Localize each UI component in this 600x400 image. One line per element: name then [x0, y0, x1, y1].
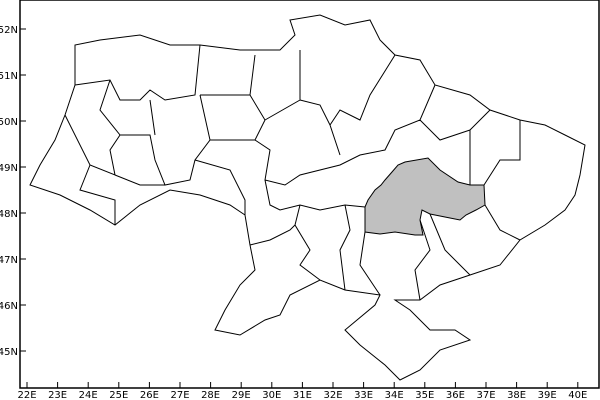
x-tick-label: 28E	[201, 390, 220, 400]
y-tick-label: 51N	[0, 71, 18, 82]
y-tick-label: 46N	[0, 301, 18, 312]
y-tick-label: 49N	[0, 163, 18, 174]
x-tick-label: 32E	[323, 390, 342, 400]
y-tick-label: 52N	[0, 25, 18, 36]
x-axis: 22E 23E 24E 25E 26E 27E 28E 29E 30E 31E 32E 33E 34E 3…	[17, 382, 587, 400]
x-tick-label: 34E	[385, 390, 404, 400]
x-tick-label: 23E	[48, 390, 67, 400]
x-tick-label: 37E	[476, 390, 495, 400]
highlighted-region[interactable]	[364, 157, 486, 236]
x-tick-label: 33E	[354, 390, 373, 400]
y-tick-label: 48N	[0, 209, 18, 220]
y-axis: 52N 51N 50N 49N 48N 47N 46N 45N	[0, 25, 26, 358]
oblast-borders	[29, 14, 586, 381]
x-tick-label: 22E	[17, 390, 36, 400]
x-tick-label: 31E	[293, 390, 312, 400]
country-outline	[29, 14, 586, 381]
internal-borders	[64, 44, 521, 301]
x-tick-label: 38E	[507, 390, 526, 400]
y-tick-label: 45N	[0, 347, 18, 358]
x-tick-label: 35E	[415, 390, 434, 400]
x-tick-label: 39E	[538, 390, 557, 400]
x-tick-label: 36E	[446, 390, 465, 400]
x-tick-label: 26E	[140, 390, 159, 400]
x-tick-label: 40E	[568, 390, 587, 400]
x-tick-label: 30E	[262, 390, 281, 400]
y-tick-label: 50N	[0, 117, 18, 128]
x-tick-label: 27E	[170, 390, 189, 400]
x-tick-label: 29E	[232, 390, 251, 400]
plot-frame	[19, 0, 600, 389]
x-tick-label: 24E	[79, 390, 98, 400]
x-tick-label: 25E	[109, 390, 128, 400]
y-tick-label: 47N	[0, 255, 18, 266]
